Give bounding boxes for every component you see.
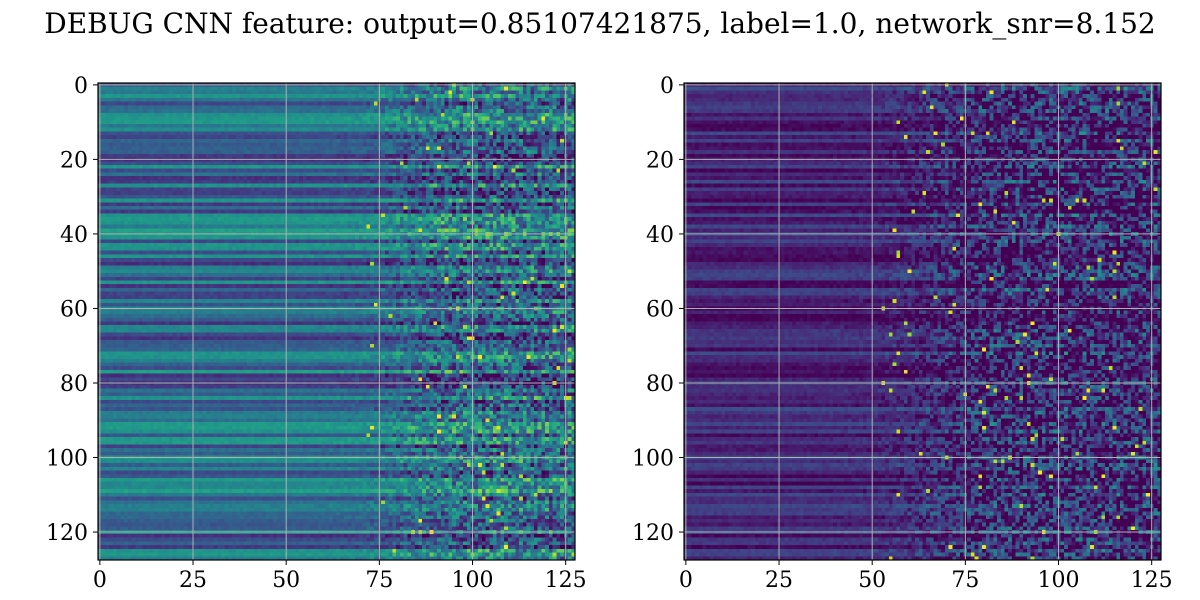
y-tick-label: 120 [46,521,88,546]
figure-title: DEBUG CNN feature: output=0.85107421875,… [44,7,1156,40]
x-tick-label: 25 [179,568,207,593]
heatmap-image [98,83,575,560]
x-tick-label: 125 [1131,568,1173,593]
y-tick-label: 60 [646,297,674,322]
axes-frame [683,82,1162,561]
x-tick-label: 75 [951,568,979,593]
x-tick-label: 100 [452,568,494,593]
y-tick-label: 80 [646,372,674,397]
y-tick-label: 20 [60,148,88,173]
y-tick-label: 0 [74,74,88,99]
x-tick-label: 75 [365,568,393,593]
heatmap-image [684,83,1161,560]
x-tick-label: 0 [679,568,693,593]
y-tick-label: 40 [646,223,674,248]
y-tick-label: 20 [646,148,674,173]
y-tick-label: 40 [60,223,88,248]
x-tick-label: 125 [545,568,587,593]
y-tick-label: 0 [660,74,674,99]
y-tick-label: 120 [632,521,674,546]
x-tick-label: 50 [272,568,300,593]
x-tick-label: 25 [765,568,793,593]
y-tick-label: 100 [46,447,88,472]
x-tick-label: 0 [93,568,107,593]
y-tick-label: 100 [632,447,674,472]
heatmap-panel-right: 0 25 50 75 100 125 0 20 40 60 80 100 120 [632,74,1173,593]
heatmap-panel-left: 0 25 50 75 100 125 0 20 40 60 80 100 120 [46,74,587,593]
x-tick-label: 100 [1038,568,1080,593]
x-tick-label: 50 [858,568,886,593]
y-tick-label: 60 [60,297,88,322]
axes-frame [97,82,576,561]
y-tick-label: 80 [60,372,88,397]
